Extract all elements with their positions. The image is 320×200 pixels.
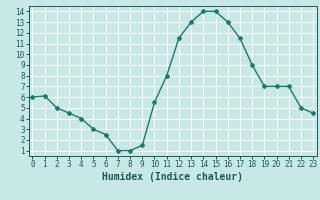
X-axis label: Humidex (Indice chaleur): Humidex (Indice chaleur) [102,172,243,182]
